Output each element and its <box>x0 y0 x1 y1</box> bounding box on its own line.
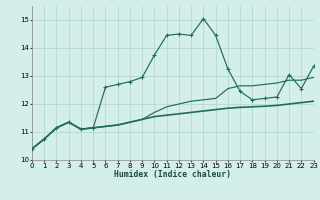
X-axis label: Humidex (Indice chaleur): Humidex (Indice chaleur) <box>114 170 231 179</box>
